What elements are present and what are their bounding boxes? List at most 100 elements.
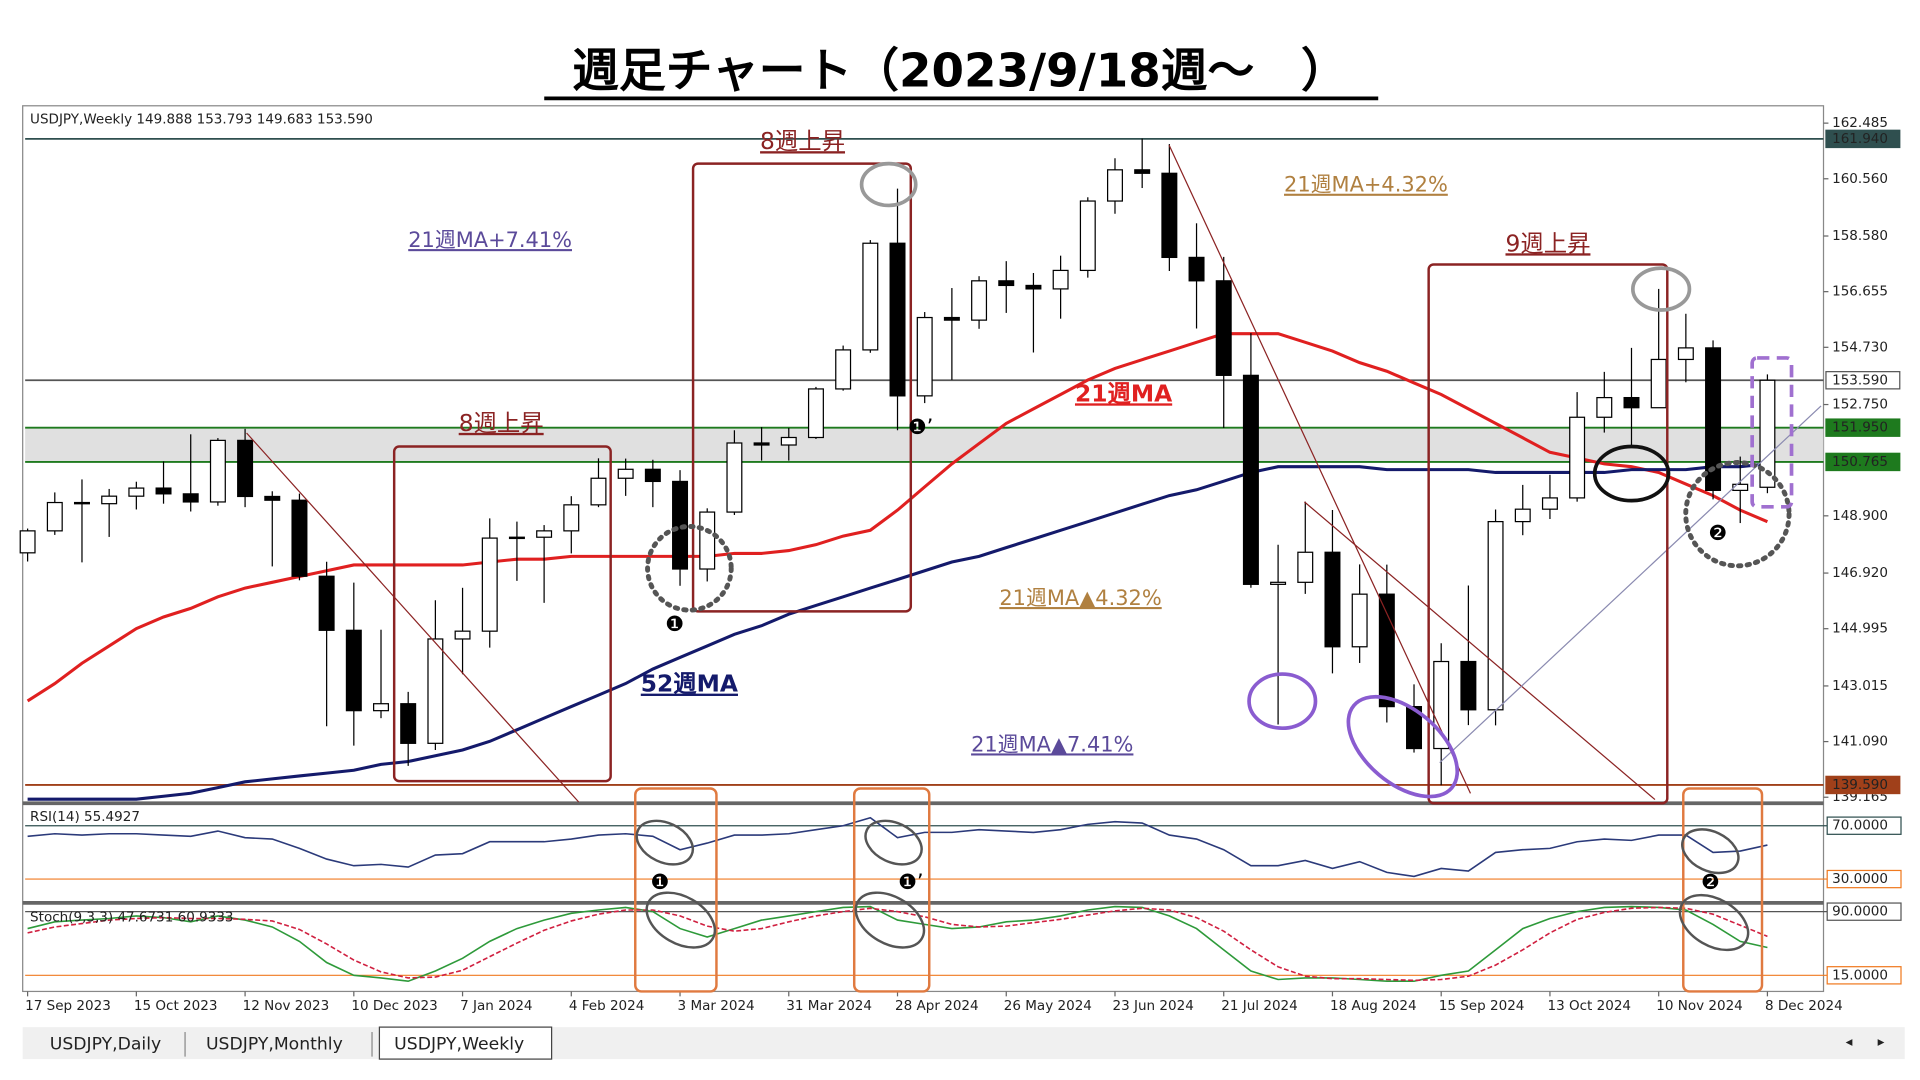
candle-body: [237, 439, 254, 498]
candle-body: [1705, 347, 1722, 492]
candle-body: [889, 242, 906, 397]
x-tick-label: 26 May 2024: [1004, 998, 1092, 1014]
price-zone: [25, 427, 1824, 462]
x-tick-label: 13 Oct 2024: [1547, 998, 1631, 1014]
candle-body: [1569, 416, 1586, 499]
annotation-text-layer: 8週上昇 8週上昇 9週上昇 21週MA+7.41% 21週MA+4.32% 2…: [408, 127, 1727, 894]
active-tab[interactable]: [378, 1026, 553, 1060]
candle-body: [1677, 347, 1694, 361]
ma-label: 21週MA: [1075, 379, 1172, 407]
x-tick-label: 21 Jul 2024: [1221, 998, 1297, 1014]
candle-body: [481, 537, 498, 632]
y-tick-label: 146.920: [1832, 565, 1888, 581]
candle-body: [617, 468, 634, 479]
level-label-box: [1825, 452, 1901, 472]
dashed-box: [1750, 356, 1794, 509]
candle-body: [1460, 660, 1477, 711]
candle-body: [971, 280, 988, 321]
candle-body: [1623, 396, 1640, 409]
x-tick-label: 7 Jan 2024: [460, 998, 532, 1014]
highlight-ellipse: [1681, 828, 1740, 875]
marker: ❷: [1708, 521, 1727, 545]
level-label: 150.765: [1832, 454, 1888, 470]
x-tick-label: 18 Aug 2024: [1330, 998, 1417, 1014]
rise-box: [691, 162, 913, 613]
series-line: [27, 905, 1768, 983]
scroll-right[interactable]: ▸: [1878, 1034, 1885, 1050]
candle-body: [753, 442, 770, 446]
candle-body: [182, 493, 199, 503]
candle-body: [46, 501, 63, 532]
candle-body: [1052, 269, 1069, 290]
x-tick-label: 15 Oct 2023: [134, 998, 218, 1014]
candle-body: [345, 629, 362, 712]
highlight-ellipse: [1592, 444, 1671, 503]
series-line: [27, 906, 1768, 982]
candle-body: [590, 477, 607, 506]
candle-body: [726, 442, 743, 513]
rise-box: [1427, 263, 1669, 805]
stoch-header: Stoch(9,3,3) 47.6731 60.9333: [30, 910, 233, 926]
candle-body: [1106, 169, 1123, 202]
series-line: [27, 816, 1768, 878]
candle-body: [1297, 551, 1314, 583]
scroll-left[interactable]: ◂: [1846, 1034, 1853, 1050]
tab[interactable]: USDJPY,Daily: [50, 1034, 161, 1054]
rise-label: 8週上昇: [459, 409, 544, 437]
y-tick-label: 154.730: [1832, 339, 1888, 355]
envelope-label: 21週MA+7.41%: [408, 228, 572, 252]
y-tick-label: 160.560: [1832, 171, 1888, 187]
candle-body: [1541, 497, 1558, 510]
candle-body: [1596, 396, 1613, 418]
x-tick-label: 8 Dec 2024: [1765, 998, 1843, 1014]
x-tick-label: 17 Sep 2023: [25, 998, 111, 1014]
level-label: 151.950: [1832, 420, 1888, 436]
candle-body: [508, 536, 525, 540]
rise-label: 8週上昇: [760, 127, 845, 155]
candle-body: [1324, 551, 1341, 648]
candle-body: [1079, 200, 1096, 272]
dotted-circle: [645, 524, 734, 613]
marks-layer: [19, 138, 1776, 983]
x-tick-label: 15 Sep 2024: [1439, 998, 1525, 1014]
series-line: [27, 462, 1768, 801]
candle-body: [454, 630, 471, 640]
candle-body: [1270, 581, 1287, 585]
envelope-label: 21週MA+4.32%: [1284, 173, 1448, 197]
x-tick-label: 10 Nov 2024: [1656, 998, 1743, 1014]
candle-body: [1406, 705, 1423, 750]
rise-box: [392, 445, 612, 783]
x-tick-label: 3 Mar 2024: [678, 998, 755, 1014]
envelope-label: 21週MA▲7.41%: [971, 732, 1133, 756]
rise-label: 9週上昇: [1505, 229, 1590, 257]
y-tick-label: 30.0000: [1832, 871, 1888, 887]
rsi-header: RSI(14) 55.4927: [30, 809, 140, 825]
candle-body: [101, 495, 118, 505]
candle-body: [1732, 483, 1749, 492]
candle-body: [835, 349, 852, 390]
level-label-box: [1825, 371, 1901, 390]
y-tick-label: 141.090: [1832, 734, 1888, 750]
tab[interactable]: USDJPY,Monthly: [206, 1034, 343, 1054]
level-label: 139.590: [1832, 777, 1888, 793]
ma-label: 52週MA: [641, 670, 738, 698]
envelope-label: 21週MA▲4.32%: [999, 586, 1161, 610]
candle-body: [862, 242, 879, 351]
candle-body: [264, 495, 281, 501]
candle-body: [128, 487, 145, 497]
page-title: 週足チャート（2023/9/18週〜 ）: [572, 44, 1347, 98]
x-tick-label: 31 Mar 2024: [786, 998, 872, 1014]
candle-body: [1215, 280, 1232, 376]
indicator-box: [852, 787, 931, 993]
candle-body: [1351, 593, 1368, 648]
level-label-box: [1826, 816, 1902, 835]
level-label-box: [1826, 966, 1902, 985]
series-line: [26, 332, 1769, 703]
y-tick-label: 156.655: [1832, 284, 1888, 300]
tab[interactable]: USDJPY,Weekly: [394, 1034, 524, 1054]
candle-body: [1514, 508, 1531, 523]
level-label: 153.590: [1832, 372, 1888, 388]
highlight-ellipse: [635, 819, 695, 866]
candle-body: [155, 487, 172, 495]
